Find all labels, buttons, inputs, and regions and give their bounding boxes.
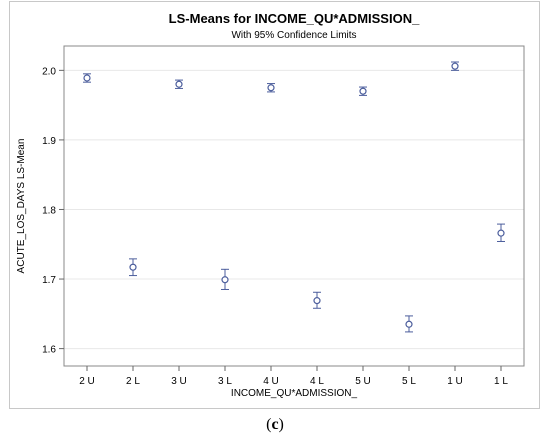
y-tick-label: 2.0 xyxy=(42,66,56,77)
data-marks xyxy=(83,61,505,333)
x-tick-label: 3 U xyxy=(171,376,187,387)
caption-letter: c xyxy=(271,416,279,433)
chart-title: LS-Means for INCOME_QU*ADMISSION_ xyxy=(169,11,420,26)
chart-subtitle: With 95% Confidence Limits xyxy=(231,30,356,41)
x-tick-label: 3 L xyxy=(218,376,232,387)
caption-close: ) xyxy=(278,416,284,433)
data-point xyxy=(175,80,183,88)
y-tick-label: 1.8 xyxy=(42,205,56,216)
x-tick-label: 2 U xyxy=(79,376,95,387)
plot-frame xyxy=(9,1,540,409)
x-tick-label: 1 U xyxy=(447,376,463,387)
data-point xyxy=(221,276,229,284)
data-point xyxy=(313,297,321,305)
x-tick-label: 2 L xyxy=(126,376,140,387)
y-tick-label: 1.7 xyxy=(42,275,56,286)
data-point xyxy=(497,229,505,237)
data-point xyxy=(405,320,413,328)
y-tick-label: 1.9 xyxy=(42,136,56,147)
y-tick-label: 1.6 xyxy=(42,345,56,356)
data-point xyxy=(267,84,275,92)
y-axis-label: ACUTE_LOS_DAYS LS-Mean xyxy=(16,139,27,274)
figure-caption: (c) xyxy=(0,416,550,434)
data-point xyxy=(83,74,91,82)
plot-area xyxy=(63,45,525,367)
x-tick-label: 5 L xyxy=(402,376,416,387)
x-tick-label: 5 U xyxy=(355,376,371,387)
data-point xyxy=(451,62,459,70)
data-point xyxy=(129,263,137,271)
x-axis: 2 U 2 L 3 U 3 L 4 U 4 L 5 U 5 L 1 U 1 L xyxy=(79,366,508,387)
caption-open: ( xyxy=(266,416,272,433)
x-tick-label: 4 U xyxy=(263,376,279,387)
y-axis: 1.6 1.7 1.8 1.9 2.0 xyxy=(42,66,64,356)
data-point xyxy=(359,87,367,95)
x-tick-label: 1 L xyxy=(494,376,508,387)
grid-layer xyxy=(64,69,524,350)
x-axis-label: INCOME_QU*ADMISSION_ xyxy=(231,388,358,399)
x-tick-label: 4 L xyxy=(310,376,324,387)
